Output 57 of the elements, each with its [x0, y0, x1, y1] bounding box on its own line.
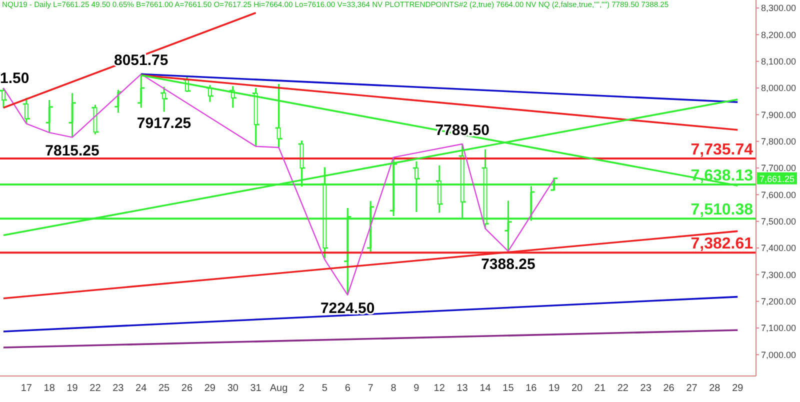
- x-tick-label: 9: [414, 383, 420, 394]
- y-tick-label: 7,200.00: [761, 296, 796, 307]
- x-tick-label: 5: [322, 383, 328, 394]
- x-tick-label: 15: [502, 383, 514, 394]
- annotation: 7388.25: [481, 256, 536, 274]
- y-tick-label: 7,800.00: [761, 136, 796, 147]
- x-tick-label: 30: [227, 383, 239, 394]
- x-tick-label: 28: [709, 383, 721, 394]
- x-tick-label: 26: [663, 383, 675, 394]
- x-tick-label: 27: [686, 383, 698, 394]
- y-tick-label: 8,000.00: [761, 83, 796, 94]
- y-tick-label: 8,100.00: [761, 56, 796, 67]
- x-tick-label: 23: [640, 383, 652, 394]
- y-tick-label: 7,500.00: [761, 216, 796, 227]
- x-tick-label: 25: [158, 383, 170, 394]
- x-tick-label: 22: [617, 383, 629, 394]
- ref-line-label: 7,382.61: [690, 236, 754, 253]
- x-tick-label: 19: [548, 383, 560, 394]
- annotation: 7917.25: [136, 115, 192, 132]
- x-tick-label: 17: [20, 383, 32, 394]
- x-tick-label: 13: [456, 383, 468, 394]
- y-tick-label: 7,000.00: [761, 350, 796, 360]
- x-tick-label: 29: [732, 383, 744, 394]
- x-tick-label: 12: [434, 383, 446, 394]
- y-tick-label: 8,300.00: [761, 3, 796, 14]
- y-tick-label: 7,300.00: [761, 270, 796, 280]
- x-tick-label: 16: [526, 383, 538, 394]
- y-tick-label: 7,600.00: [761, 190, 796, 200]
- x-tick-label: 31: [250, 383, 262, 394]
- annotation: 7789.50: [435, 122, 490, 140]
- annotation: 1.50: [0, 70, 30, 87]
- x-tick-label: 23: [112, 383, 124, 394]
- x-tick-label: 14: [480, 383, 492, 394]
- y-tick-label: 7,100.00: [761, 323, 796, 334]
- x-tick-label: 6: [344, 383, 351, 394]
- x-tick-label: 22: [90, 383, 102, 394]
- x-tick-label: 24: [136, 383, 148, 394]
- ref-line-label: 7,510.38: [690, 202, 754, 219]
- y-tick-label: 8,200.00: [761, 30, 796, 40]
- x-tick-label: Aug: [270, 383, 288, 394]
- ref-line-label: 7,638.13: [690, 168, 754, 184]
- y-tick-label: 7,400.00: [761, 243, 796, 254]
- x-tick-label: 2: [298, 383, 305, 394]
- y-tick-label: 7,700.00: [761, 163, 796, 174]
- x-tick-label: 8: [390, 383, 397, 394]
- ref-line-label: 7,735.74: [690, 141, 754, 158]
- x-tick-label: 7: [368, 383, 374, 394]
- annotation: 7815.25: [45, 142, 100, 160]
- annotation: 7,661.25: [759, 174, 795, 184]
- x-tick-label: 21: [594, 383, 606, 394]
- annotation: 7224.50: [320, 300, 375, 317]
- x-tick-label: 19: [66, 383, 78, 394]
- x-tick-label: 20: [571, 383, 584, 394]
- y-tick-label: 7,900.00: [761, 110, 796, 120]
- x-tick-label: 18: [44, 383, 56, 394]
- x-tick-label: 29: [204, 383, 216, 394]
- x-tick-label: 26: [181, 383, 193, 394]
